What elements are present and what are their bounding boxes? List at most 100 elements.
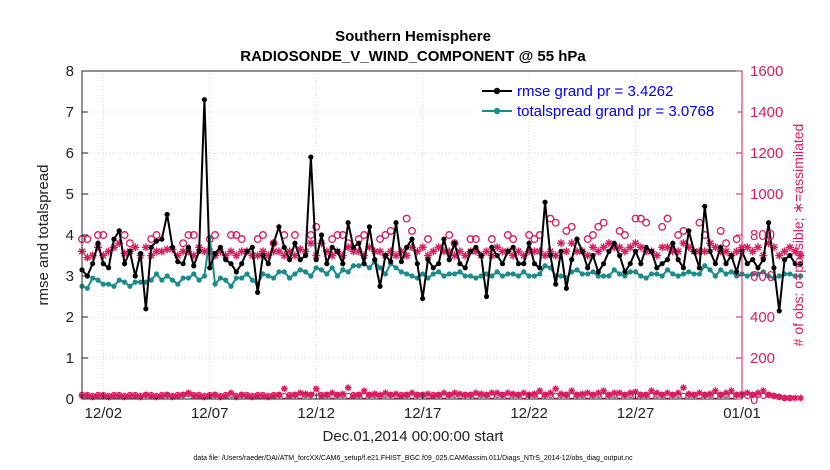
x-tick-label-4: 12/22: [510, 405, 548, 422]
obs-small-assimilated-point-70: [451, 389, 458, 397]
obs-assimilated-point-40: [290, 251, 299, 260]
totalspread-point-115: [691, 271, 697, 277]
obs-small-assimilated-point-71: [456, 390, 464, 398]
obs-assimilated-point-56: [376, 247, 385, 256]
y2-tick-label-3: 600: [750, 268, 775, 285]
rmse-point-71: [457, 261, 463, 267]
obs-small-assimilated-point-49: [339, 390, 347, 398]
obs-small-assimilated-point-15: [158, 392, 166, 400]
rmse-point-133: [787, 252, 793, 259]
rmse-point-82: [515, 261, 522, 267]
rmse-point-7: [116, 228, 122, 234]
rmse-point-13: [148, 244, 154, 250]
rmse-point-86: [537, 265, 543, 271]
obs-small-assimilated-point-41: [296, 389, 304, 397]
y2-tick-label-8: 1600: [750, 63, 783, 80]
obs-possible-point-17: [259, 231, 267, 239]
obs-small-assimilated-point-65: [424, 390, 432, 398]
obs-assimilated-point-104: [631, 239, 640, 248]
obs-small-assimilated-point-7: [115, 392, 123, 400]
obs-possible-point-35: [445, 231, 454, 239]
y2-axis-label: # of obs: o=possible; ∗=assimilated: [790, 124, 806, 347]
totalspread-point-38: [281, 269, 287, 275]
totalspread-point-32: [249, 277, 255, 283]
rmse-point-47: [329, 244, 335, 250]
obs-possible-point-57: [642, 218, 651, 227]
obs-possible-point-24: [333, 231, 342, 239]
obs-small-assimilated-point-13: [147, 392, 155, 400]
rmse-point-11: [137, 250, 144, 257]
rmse-point-87: [542, 199, 548, 205]
obs-possible-point-3: [99, 231, 108, 239]
rmse-point-38: [281, 244, 287, 250]
totalspread-point-60: [398, 269, 404, 275]
rmse-point-105: [638, 261, 644, 267]
totalspread-point-82: [515, 273, 522, 279]
totalspread-point-44: [313, 265, 319, 271]
totalspread-point-110: [664, 267, 671, 273]
rmse-point-28: [228, 261, 234, 267]
totalspread-point-122: [728, 269, 734, 275]
rmse-point-16: [164, 211, 170, 218]
y-tick-label-8: 8: [66, 63, 74, 80]
obs-possible-point-8: [179, 239, 188, 248]
rmse-point-23: [201, 97, 208, 103]
obs-small-assimilated-point-123: [733, 391, 741, 399]
totalspread-point-121: [723, 271, 729, 277]
obs-possible-point-42: [525, 231, 534, 239]
rmse-point-106: [643, 244, 649, 250]
totalspread-point-77: [489, 273, 495, 279]
obs-small-assimilated-point-90: [557, 390, 565, 398]
legend-rmse-text: rmse grand pr = 3.4262: [517, 83, 673, 100]
y-tick-label-1: 1: [66, 350, 74, 367]
obs-possible-point-49: [583, 235, 592, 244]
rmse-point-22: [196, 248, 202, 254]
obs-assimilated-point-34: [258, 247, 267, 256]
y2-tick-label-5: 1000: [750, 186, 783, 203]
obs-small-assimilated-point-115: [690, 391, 698, 399]
totalspread-point-40: [292, 271, 298, 277]
obs-small-assimilated-point-18: [174, 392, 182, 400]
totalspread-point-99: [606, 273, 612, 279]
obs-possible-point-34: [424, 235, 432, 244]
rmse-point-52: [356, 240, 362, 246]
obs-small-assimilated-point-54: [366, 391, 373, 399]
rmse-point-41: [297, 257, 303, 263]
totalspread-point-34: [260, 271, 266, 277]
rmse-point-116: [696, 265, 703, 271]
rmse-point-89: [553, 281, 559, 287]
obs-possible-point-7: [152, 231, 161, 239]
obs-assimilated-point-10: [131, 243, 140, 252]
obs-small-assimilated-point-52: [355, 391, 363, 399]
obs-small-assimilated-point-34: [259, 392, 267, 400]
rmse-point-98: [601, 261, 607, 267]
obs-assimilated-point-90: [557, 239, 566, 248]
obs-small-assimilated-point-92: [568, 387, 576, 395]
obs-assimilated-point-58: [386, 247, 395, 256]
obs-small-assimilated-point-97: [594, 389, 602, 397]
obs-possible-point-37: [466, 235, 475, 244]
obs-possible-point-30: [381, 231, 390, 239]
obs-assimilated-point-127: [753, 243, 762, 252]
obs-small-assimilated-point-42: [302, 390, 309, 398]
rmse-point-115: [691, 248, 697, 254]
totalspread-point-119: [712, 273, 718, 279]
rmse-point-6: [111, 236, 117, 242]
rmse-point-26: [217, 244, 223, 250]
obs-small-assimilated-point-59: [392, 390, 400, 398]
rmse-point-40: [292, 240, 298, 246]
rmse-point-24: [207, 265, 213, 271]
totalspread-point-97: [595, 273, 601, 279]
obs-assimilated-point-59: [392, 251, 401, 260]
obs-assimilated-point-99: [604, 239, 613, 248]
totalspread-point-108: [654, 271, 660, 277]
totalspread-line: [81, 236, 801, 290]
totalspread-point-83: [521, 269, 527, 275]
totalspread-point-84: [526, 273, 532, 279]
totalspread-point-100: [611, 267, 617, 273]
obs-possible-point-50: [589, 231, 597, 239]
obs-small-assimilated-point-30: [238, 391, 246, 399]
totalspread-point-114: [686, 269, 692, 275]
obs-small-assimilated-point-101: [616, 389, 623, 397]
obs-possible-point-52: [599, 218, 608, 227]
